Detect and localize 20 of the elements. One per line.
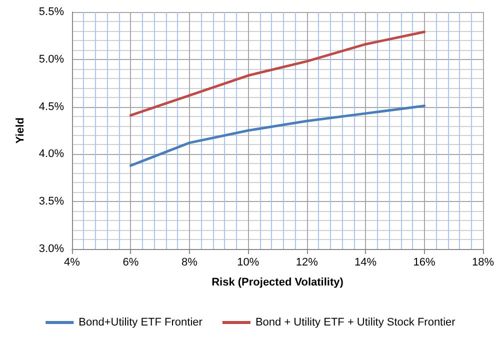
x-tick-label: 8% xyxy=(181,256,198,268)
x-tick-label: 14% xyxy=(354,256,377,268)
y-axis-title: Yield xyxy=(14,118,26,144)
x-tick-label: 18% xyxy=(472,256,494,268)
x-axis-title: Risk (Projected Volatility) xyxy=(212,276,344,288)
x-tick-label: 12% xyxy=(296,256,318,268)
y-tick-label: 3.5% xyxy=(38,196,64,208)
line-series xyxy=(129,30,426,117)
y-tick-label: 3.0% xyxy=(38,243,64,255)
line-series xyxy=(129,104,426,167)
x-tick-label: 16% xyxy=(413,256,436,268)
legend-label: Bond + Utility ETF + Utility Stock Frontier xyxy=(255,316,456,328)
y-tick-label: 5.0% xyxy=(38,53,64,66)
x-tick-label: 10% xyxy=(237,256,260,268)
y-tick-label: 4.5% xyxy=(38,100,64,113)
y-tick-label: 5.5% xyxy=(38,6,64,18)
y-tick-label: 4.0% xyxy=(38,148,64,160)
legend-label: Bond+Utility ETF Frontier xyxy=(78,316,203,328)
x-tick-label: 4% xyxy=(64,256,80,268)
x-tick-label: 6% xyxy=(122,256,139,268)
